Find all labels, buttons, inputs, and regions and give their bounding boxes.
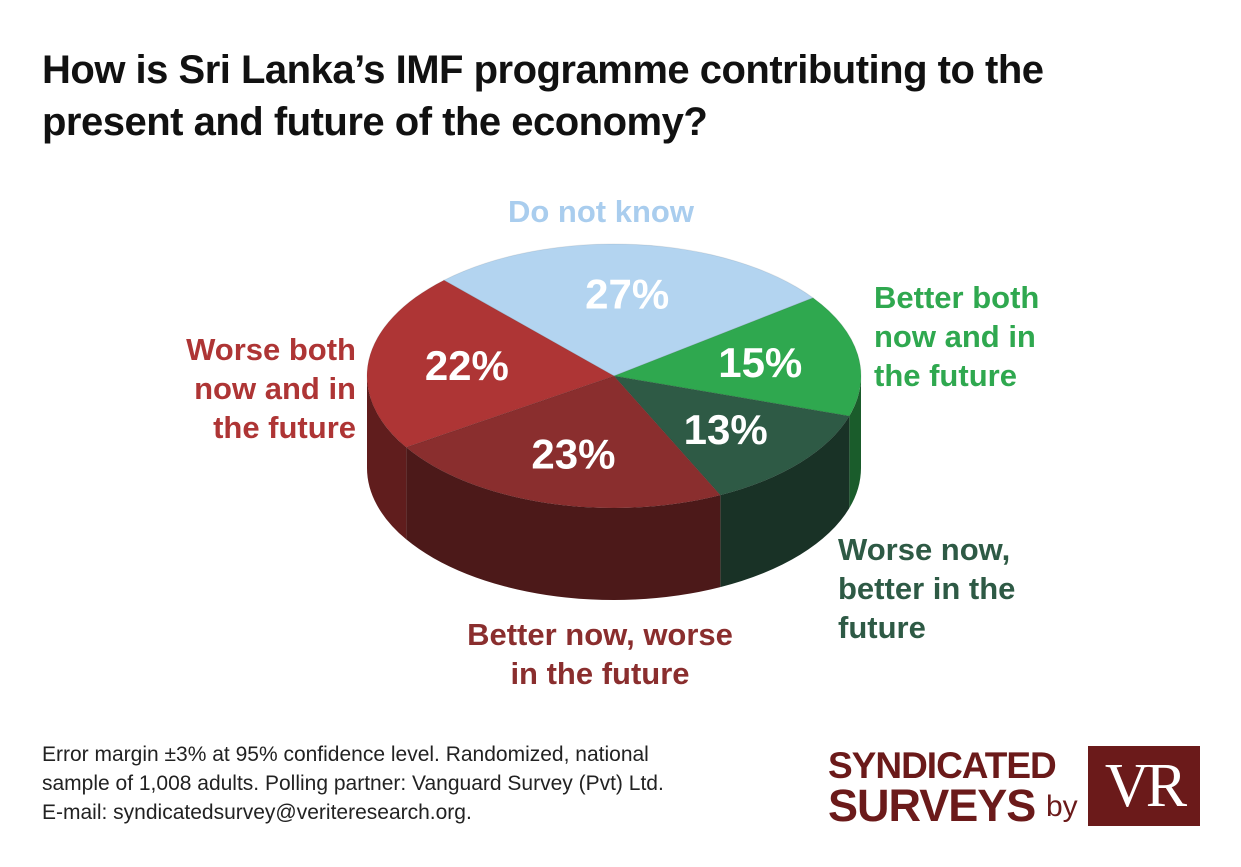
category-label-line: Worse now,	[838, 532, 1011, 567]
category-label-line: Do not know	[508, 194, 694, 229]
category-label-better-now-worse-future: Better now, worse in the future	[440, 615, 760, 693]
pie-value-label: 27%	[585, 270, 669, 317]
pie-slice	[366, 279, 616, 448]
pie-value-label: 15%	[718, 339, 802, 386]
pie-value-labels: 27% 15% 13% 23% 22%	[425, 270, 802, 477]
category-label-line: the future	[213, 410, 356, 445]
pie-side-wall	[720, 416, 850, 588]
category-label-better-both: Better both now and in the future	[874, 278, 1039, 395]
category-label-worse-both: Worse both now and in the future	[140, 330, 356, 447]
brand-line-2: SURVEYS	[828, 780, 1036, 831]
category-label-do-not-know: Do not know	[508, 192, 694, 231]
pie-side-wall	[367, 376, 407, 540]
pie-side-walls	[367, 376, 861, 600]
verite-logo: VR	[1088, 746, 1200, 826]
category-label-line: in the future	[510, 656, 690, 691]
pie-value-label: 22%	[425, 342, 509, 389]
footnote-email: E-mail: syndicatedsurvey@veriteresearch.…	[42, 801, 472, 824]
category-label-line: the future	[874, 358, 1017, 393]
brand-line-1: SYNDICATED	[828, 745, 1057, 786]
category-label-line: better in the	[838, 571, 1016, 606]
title-line-2: present and future of the economy?	[42, 100, 708, 144]
pie-side-wall	[406, 447, 721, 600]
pie-value-label: 13%	[684, 406, 768, 453]
category-label-line: future	[838, 610, 926, 645]
category-label-line: Worse both	[186, 332, 356, 367]
footnote-line: sample of 1,008 adults. Polling partner:…	[42, 772, 664, 795]
title-line-1: How is Sri Lanka’s IMF programme contrib…	[42, 48, 1044, 92]
pie-slice	[612, 297, 862, 417]
pie-side-wall	[849, 376, 861, 509]
category-label-line: now and in	[874, 319, 1036, 354]
chart-title: How is Sri Lanka’s IMF programme contrib…	[42, 44, 1142, 148]
category-label-line: Better now, worse	[467, 617, 733, 652]
footnote: Error margin ±3% at 95% confidence level…	[42, 740, 782, 827]
pie-slice	[612, 375, 851, 496]
category-label-line: Better both	[874, 280, 1040, 315]
pie-slices	[366, 243, 862, 509]
category-label-line: now and in	[194, 371, 356, 406]
pie-slice	[405, 375, 722, 509]
brand-by: by	[1046, 790, 1078, 823]
category-label-worse-now-better-future: Worse now, better in the future	[838, 530, 1015, 647]
footnote-line: Error margin ±3% at 95% confidence level…	[42, 743, 649, 766]
pie-value-label: 23%	[531, 431, 615, 478]
pie-slice	[442, 243, 815, 377]
brand-wordmark: SYNDICATED SURVEYS by	[828, 745, 1078, 831]
